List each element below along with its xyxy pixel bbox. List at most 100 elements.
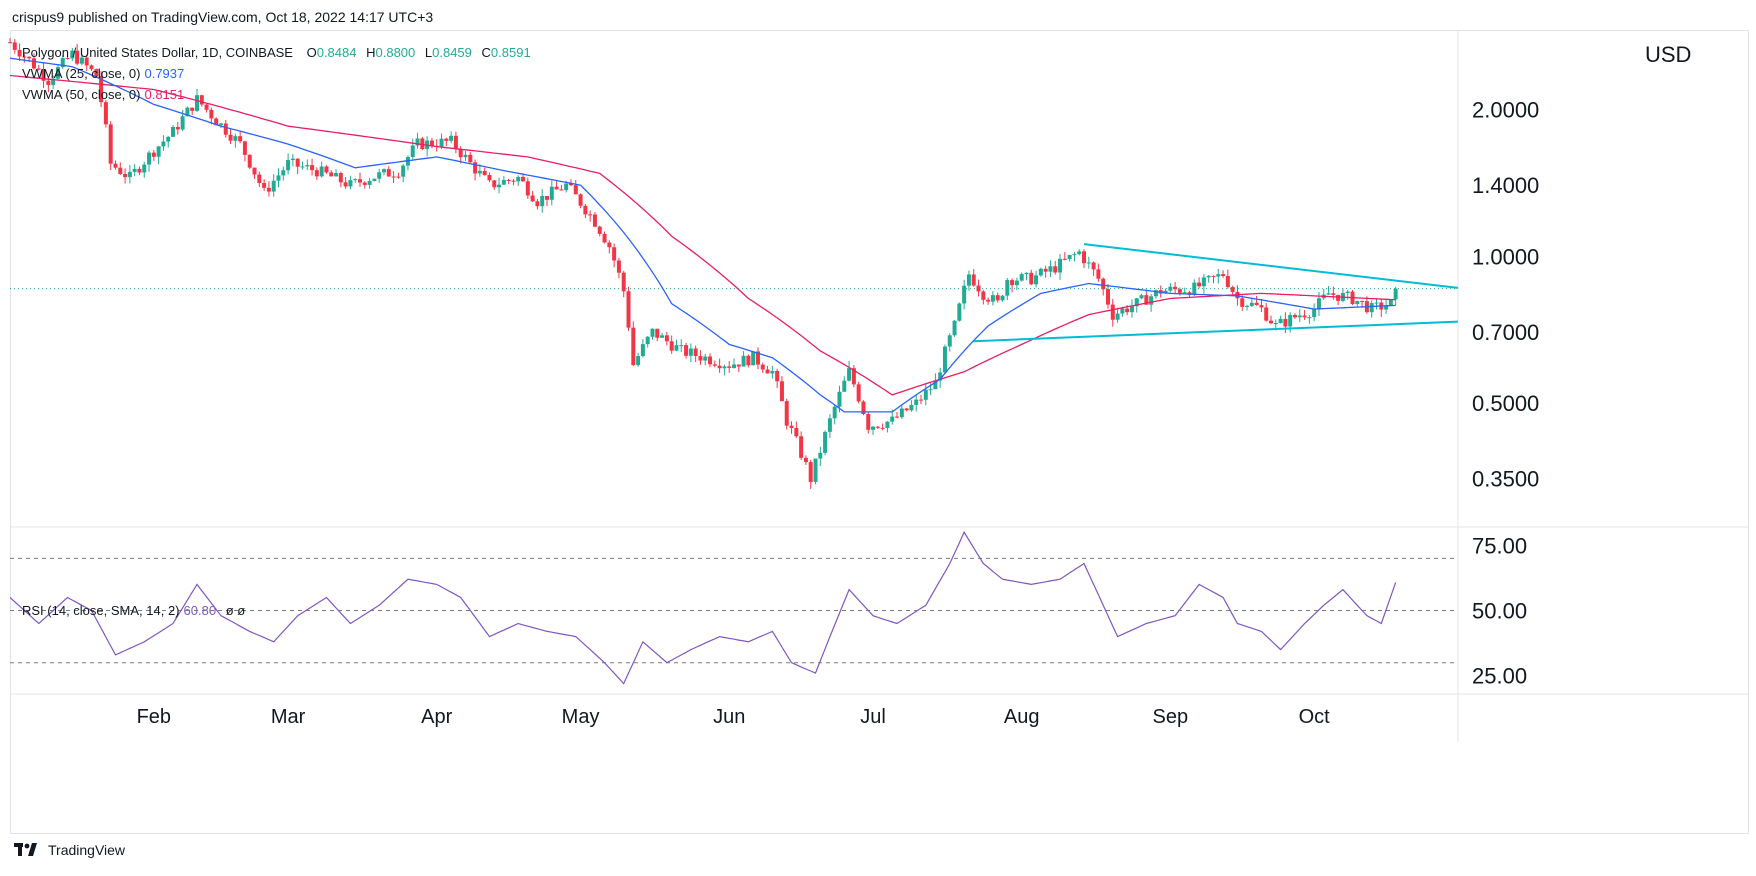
candle [1168,283,1173,293]
candle [453,131,458,154]
candle-body [760,364,765,370]
candle-body [1005,280,1010,296]
candle-body [1091,262,1096,270]
candle-body [602,233,607,243]
candle [1384,299,1389,314]
candle [573,180,578,195]
candle [233,133,238,148]
candle-body [588,214,593,216]
candle-body [319,166,324,177]
candle-body [736,364,741,367]
candle-body [1038,268,1043,276]
candle [976,279,981,297]
candle-body [55,67,60,79]
candle [1182,287,1187,294]
candle-body [113,163,118,168]
symbol-legend[interactable]: Polygon / United States Dollar, 1D, COIN… [22,45,537,60]
candle [84,54,89,72]
candle [1000,294,1005,302]
candle [487,172,492,183]
candle-body [923,389,928,400]
candle-body [1264,307,1269,321]
candle-body [477,170,482,174]
candle [99,71,104,108]
candle [741,350,746,367]
candle-body [324,166,329,173]
candle-body [147,152,152,165]
candle [46,77,51,93]
rsi-legend[interactable]: RSI (14, close, SMA, 14, 2) 60.80 ø ø [22,603,245,618]
candle-body [60,58,65,68]
candle [899,404,904,420]
candle-body [559,189,564,191]
candle [1355,300,1360,307]
candle-body [444,138,449,141]
candle-body [875,426,880,428]
candle-body [1010,280,1015,286]
candle-body [194,95,199,111]
candle [588,210,593,222]
candle [525,177,530,199]
candle-body [1129,306,1134,313]
candle-body [99,76,104,103]
candle-body [1173,286,1178,290]
candle-body [636,356,641,366]
candle-body [281,170,286,176]
candle-body [535,201,540,207]
candle-body [348,180,353,187]
candle [803,455,808,465]
candle [1192,279,1197,297]
candle-body [1384,305,1389,310]
candle-body [669,341,674,351]
candle [1340,288,1345,303]
candle-body [353,179,358,181]
candle-body [1048,266,1053,272]
axis-layer: 2.0000 1.4000 1.0000 0.7000 0.5000 0.3500 Feb M… [137,98,1540,728]
candle-body [65,58,70,60]
candle [247,154,252,170]
candle-body [914,399,919,405]
candle-body [401,165,406,177]
candle-body [1182,292,1187,294]
candle [727,361,732,373]
footer-brand[interactable]: TradingView [14,842,125,858]
price-tick-label: 1.0000 [1472,244,1539,269]
candle [22,54,27,63]
candle-body [1331,293,1336,295]
candle [482,167,487,176]
candle [190,107,195,115]
candle-body [947,335,952,347]
candle-body [94,69,99,77]
candle [751,351,756,366]
candle-body [698,356,703,361]
candle-body [597,226,602,234]
time-tick-label: Feb [137,706,171,728]
candle [871,425,876,435]
grid-layer [10,31,1749,742]
candle-body [1345,291,1350,294]
candle [880,423,885,431]
candle-body [262,182,267,188]
candle-body [1278,318,1283,324]
candle-body [343,182,348,187]
candle [938,367,943,388]
vwma25-legend[interactable]: VWMA (25, close, 0) 0.7937 [22,66,184,81]
candle-body [1221,274,1226,277]
price-tick-label: 0.3500 [1472,467,1539,492]
candle-body [986,299,991,302]
candle-body [127,171,132,178]
candle [209,107,214,125]
candle [477,164,482,177]
candle [1053,260,1058,275]
candle-body [1000,295,1005,301]
candle-body [942,346,947,373]
candle [592,211,597,228]
candle-body [794,427,799,437]
candle-body [971,274,976,286]
candle [1019,272,1024,282]
rsi-tick-label: 25.00 [1472,664,1527,689]
candle-body [660,335,665,338]
upper-trendline [1083,243,1459,289]
vwma50-legend[interactable]: VWMA (50, close, 0) 0.8151 [22,87,184,102]
